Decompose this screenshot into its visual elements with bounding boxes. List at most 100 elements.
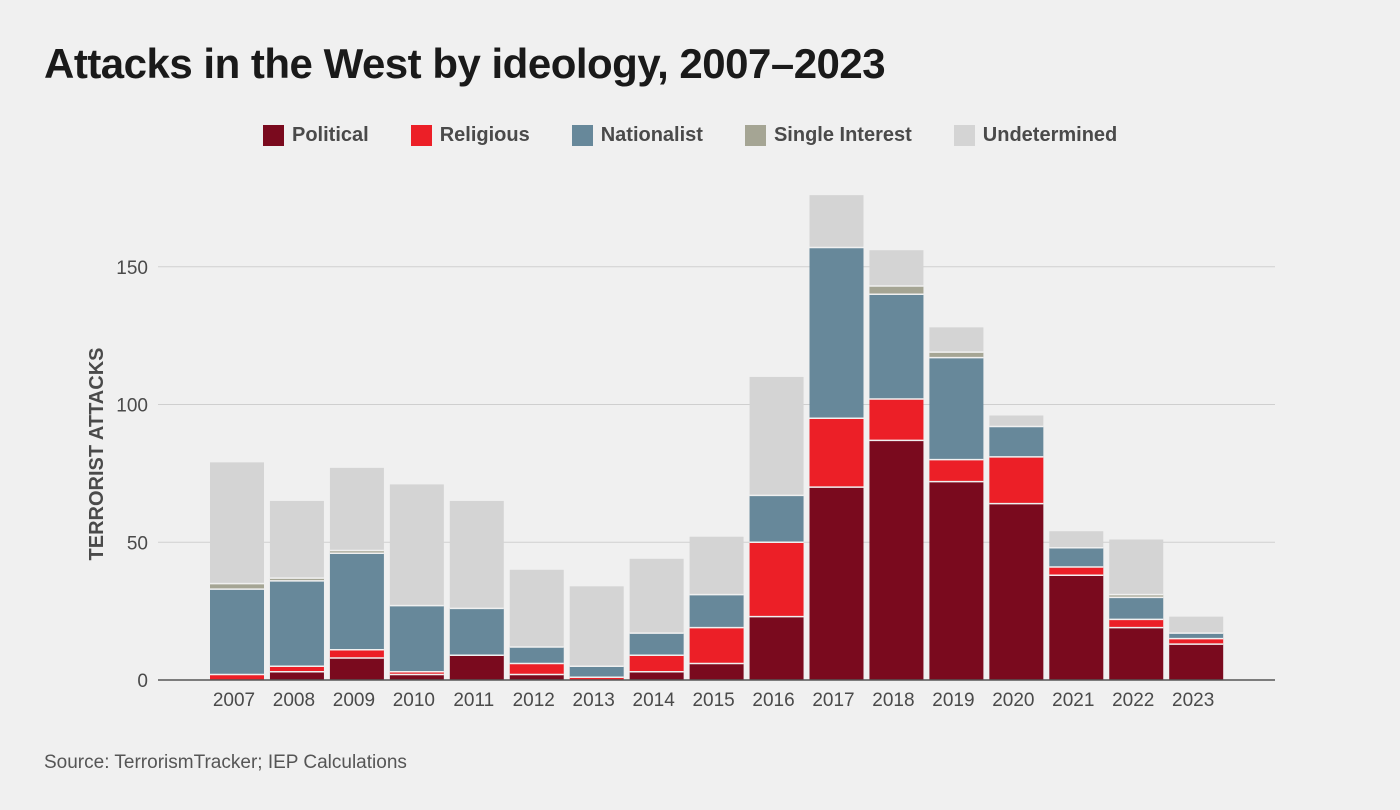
bar-undetermined-2014 [629,558,684,634]
legend-swatch [953,125,975,146]
bar-nationalist-2010 [389,605,444,672]
bar-religious-2021 [1049,567,1104,576]
bar-nationalist-2012 [509,646,564,664]
legend-item-single-interest: Single Interest [744,124,912,147]
bar-single-interest-2007 [210,583,264,590]
legend-item-religious: Religious [410,124,530,147]
bar-religious-2022 [1109,619,1164,628]
bar-single-interest-2008 [269,578,324,581]
bar-political-2008 [269,671,324,680]
bar-undetermined-2017 [809,195,864,248]
bar-single-interest-2009 [329,550,384,554]
x-tick-label: 2016 [752,690,794,711]
legend-swatch [571,125,593,146]
legend-label: Political [292,124,369,146]
bar-nationalist-2021 [1049,547,1104,568]
bar-religious-2012 [509,663,564,675]
x-tick-label: 2014 [633,690,676,711]
bar-undetermined-2008 [269,500,324,579]
bar-political-2012 [509,674,564,680]
bar-religious-2010 [389,671,444,675]
bar-nationalist-2008 [269,580,324,667]
legend-item-undetermined: Undetermined [953,124,1118,147]
bar-nationalist-2022 [1109,597,1164,620]
bar-undetermined-2022 [1109,539,1164,595]
y-axis-label: TERRORIST ATTACKS [86,348,108,561]
legend-label: Nationalist [600,124,703,146]
bar-political-2016 [749,616,804,680]
bar-political-2011 [449,655,504,680]
bar-political-2023 [1169,644,1224,680]
bar-undetermined-2012 [509,569,564,647]
bar-political-2020 [989,503,1044,680]
bar-nationalist-2020 [989,426,1044,457]
bar-religious-2020 [989,456,1044,504]
bar-nationalist-2014 [629,633,684,656]
bar-undetermined-2011 [449,500,504,609]
bar-religious-2015 [689,627,744,664]
x-tick-label: 2018 [872,690,914,711]
bar-nationalist-2009 [329,553,384,650]
x-tick-label: 2020 [992,690,1034,711]
bar-nationalist-2023 [1169,633,1224,639]
bar-religious-2009 [329,649,384,658]
bar-nationalist-2007 [210,589,264,675]
bar-undetermined-2019 [929,327,984,353]
bar-nationalist-2019 [929,357,984,460]
bar-undetermined-2013 [569,586,624,667]
x-tick-label: 2012 [513,690,555,711]
legend-label: Religious [439,124,530,146]
x-tick-label: 2021 [1052,690,1094,711]
bar-political-2015 [689,663,744,680]
bar-religious-2023 [1169,638,1224,645]
x-tick-label: 2009 [333,690,375,711]
x-tick-label: 2015 [692,690,734,711]
bar-political-2018 [869,440,924,680]
bar-political-2019 [929,481,984,680]
bar-political-2022 [1109,627,1164,680]
bar-undetermined-2023 [1169,616,1224,634]
bar-undetermined-2018 [869,250,924,287]
bar-political-2010 [389,674,444,680]
y-tick-label: 0 [137,671,148,692]
chart-title: Attacks in the West by ideology, 2007–20… [44,40,886,87]
bar-single-interest-2019 [929,352,984,358]
bar-religious-2018 [869,398,924,441]
bar-nationalist-2013 [569,666,624,678]
x-tick-label: 2011 [453,690,494,711]
source-note: Source: TerrorismTracker; IEP Calculatio… [44,752,407,773]
bar-undetermined-2015 [689,536,744,595]
bar-undetermined-2010 [389,484,444,606]
legend-swatch [410,125,432,146]
x-tick-label: 2023 [1172,690,1214,711]
bar-undetermined-2021 [1049,531,1104,548]
y-tick-label: 100 [116,396,148,417]
bar-religious-2007 [210,674,264,680]
bar-nationalist-2016 [749,495,804,543]
bar-political-2017 [809,487,864,680]
bar-political-2014 [629,671,684,680]
bar-undetermined-2007 [210,462,264,584]
bar-undetermined-2020 [989,415,1044,427]
x-tick-label: 2013 [573,690,615,711]
bar-political-2009 [329,657,384,680]
legend-swatch [744,125,766,146]
bar-religious-2008 [269,666,324,672]
bar-political-2021 [1049,575,1104,680]
bar-religious-2017 [809,418,864,488]
bar-undetermined-2016 [749,376,804,496]
bar-undetermined-2009 [329,467,384,551]
x-tick-label: 2008 [273,690,315,711]
x-tick-label: 2007 [213,690,255,711]
x-tick-label: 2022 [1112,690,1154,711]
legend: Political Religious Nationalist Single Inte… [263,124,1159,147]
legend-swatch [263,125,284,146]
x-tick-label: 2019 [932,690,974,711]
bar-single-interest-2018 [869,286,924,295]
bar-religious-2016 [749,542,804,617]
legend-label: Undetermined [982,124,1118,146]
bar-nationalist-2018 [869,294,924,399]
legend-item-nationalist: Nationalist [571,124,703,147]
bar-nationalist-2017 [809,247,864,419]
